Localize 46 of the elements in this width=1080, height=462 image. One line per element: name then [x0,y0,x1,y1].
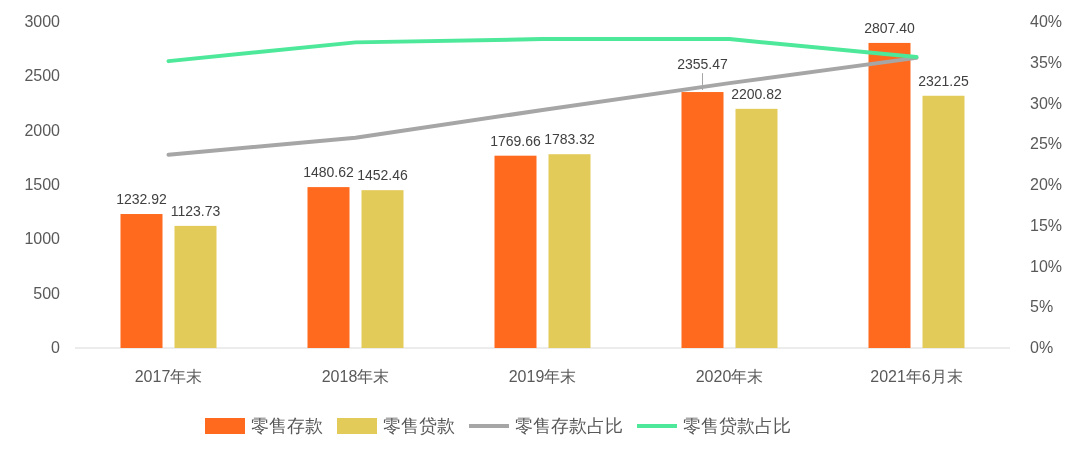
data-label: 1123.73 [170,202,221,219]
bar [307,187,350,348]
legend-label: 零售存款 [251,416,323,436]
data-label: 1480.62 [303,164,355,181]
y2-tick-label: 40% [1030,13,1063,30]
legend-label: 零售贷款 [383,416,455,436]
bar [494,155,537,348]
data-label: 1783.32 [544,131,596,148]
bar [868,42,911,348]
bar [735,108,778,348]
legend-label: 零售贷款占比 [683,416,791,436]
data-label: 1452.46 [357,167,409,184]
bar [174,225,217,348]
bar [681,92,724,348]
y2-tick-label: 0% [1030,339,1054,356]
y2-tick-label: 5% [1030,298,1054,316]
bar [922,95,965,348]
y-tick-label: 1500 [24,176,61,193]
x-tick-label: 2021年6月末 [870,368,963,385]
bar [120,214,163,348]
x-tick-label: 2017年末 [134,368,203,385]
x-tick-label: 2019年末 [508,368,577,385]
x-tick-label: 2018年末 [321,368,390,385]
data-label: 2321.25 [918,72,970,89]
y2-tick-label: 10% [1030,257,1063,275]
y-tick-label: 3000 [24,13,61,30]
y-tick-label: 0 [51,339,61,356]
y2-tick-label: 20% [1030,176,1063,193]
y2-tick-label: 35% [1030,53,1063,71]
y-tick-label: 500 [33,284,61,302]
line-series [166,55,919,157]
y2-tick-label: 15% [1030,216,1063,234]
y-tick-label: 2500 [24,67,61,85]
bar [361,190,404,348]
bar [548,154,591,348]
data-label: 1769.66 [490,132,542,149]
y2-tick-label: 25% [1030,135,1063,153]
y-tick-label: 2000 [24,121,61,139]
data-label: 2355.47 [677,56,729,73]
y2-tick-label: 30% [1030,94,1063,112]
x-tick-label: 2020年末 [695,368,764,385]
data-label: 2200.82 [731,85,783,102]
legend-label: 零售存款占比 [515,416,623,436]
y-tick-label: 1000 [24,230,61,248]
data-label: 2807.40 [864,19,916,36]
data-label: 1232.92 [116,191,168,208]
